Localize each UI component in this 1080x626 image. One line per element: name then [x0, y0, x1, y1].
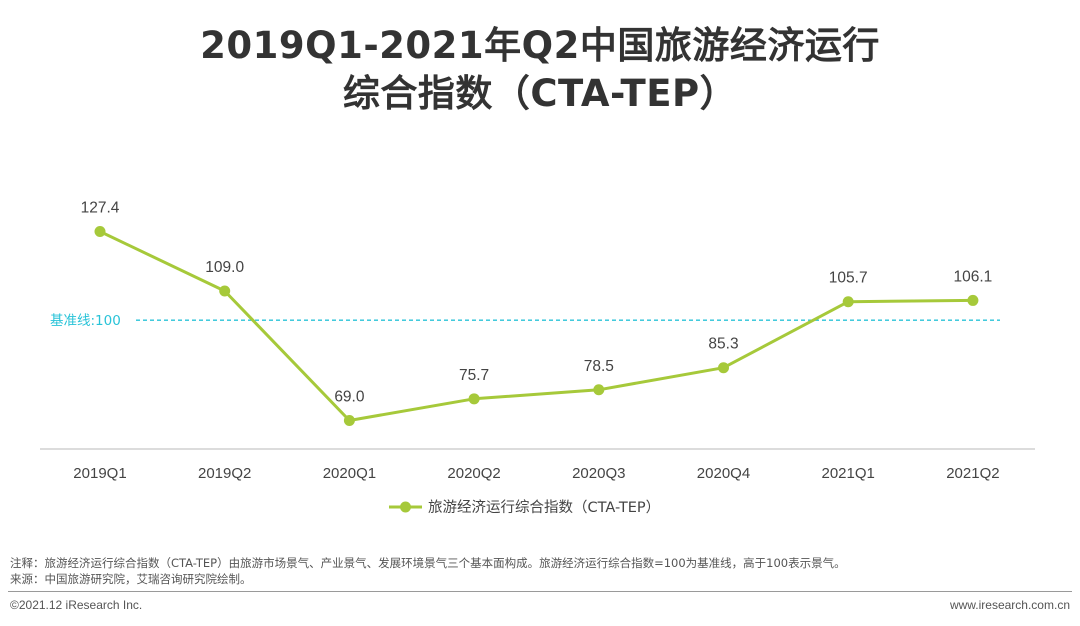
data-point	[718, 362, 729, 374]
data-label: 78.5	[584, 358, 614, 375]
footer-website[interactable]: www.iresearch.com.cn	[949, 598, 1070, 612]
data-point	[842, 296, 854, 308]
x-tick-label: 2021Q2	[946, 465, 999, 482]
x-tick-label: 2020Q4	[697, 465, 750, 482]
x-tick-label: 2019Q1	[73, 465, 126, 482]
note-annotation: 注释：旅游经济运行综合指数（CTA-TEP）由旅游市场景气、产业景气、发展环境景…	[10, 556, 846, 570]
data-point	[94, 226, 106, 237]
data-label: 106.1	[954, 268, 993, 285]
data-point	[219, 285, 231, 297]
data-label: 109.0	[205, 259, 244, 276]
chart-title-line-1: 2019Q1-2021年Q2中国旅游经济运行	[200, 24, 880, 67]
chart-notes: 注释：旅游经济运行综合指数（CTA-TEP）由旅游市场景气、产业景气、发展环境景…	[10, 555, 846, 587]
data-label: 75.7	[459, 367, 489, 384]
legend-label: 旅游经济运行综合指数（CTA-TEP）	[428, 499, 660, 516]
data-label: 127.4	[81, 200, 120, 217]
data-point	[343, 415, 355, 426]
x-tick-label: 2020Q2	[447, 465, 500, 482]
chart-title-line-2: 综合指数（CTA-TEP）	[342, 72, 738, 115]
legend-marker	[400, 501, 411, 513]
data-point	[967, 294, 979, 306]
note-source: 来源：中国旅游研究院，艾瑞咨询研究院绘制。	[10, 572, 252, 586]
data-label: 69.0	[334, 389, 365, 406]
footer-divider	[8, 591, 1072, 592]
data-point	[593, 384, 605, 396]
x-tick-label: 2020Q1	[323, 465, 376, 482]
x-tick-label: 2020Q3	[572, 465, 625, 482]
x-tick-label: 2021Q1	[822, 465, 875, 482]
footer-copyright: ©2021.12 iResearch Inc.	[10, 598, 143, 612]
x-tick-label: 2019Q2	[198, 465, 251, 482]
series-line	[98, 230, 975, 422]
baseline-label: 基准线:100	[50, 312, 121, 329]
data-label: 85.3	[708, 336, 738, 353]
line-chart: 2019Q1 2019Q2 2020Q1 2020Q2 2020Q3 2020Q4 2021…	[40, 200, 1035, 516]
data-label: 105.7	[829, 270, 868, 287]
data-point	[468, 393, 480, 405]
chart-title: 2019Q1-2021年Q2中国旅游经济运行 综合指数（CTA-TEP）	[0, 22, 1080, 118]
